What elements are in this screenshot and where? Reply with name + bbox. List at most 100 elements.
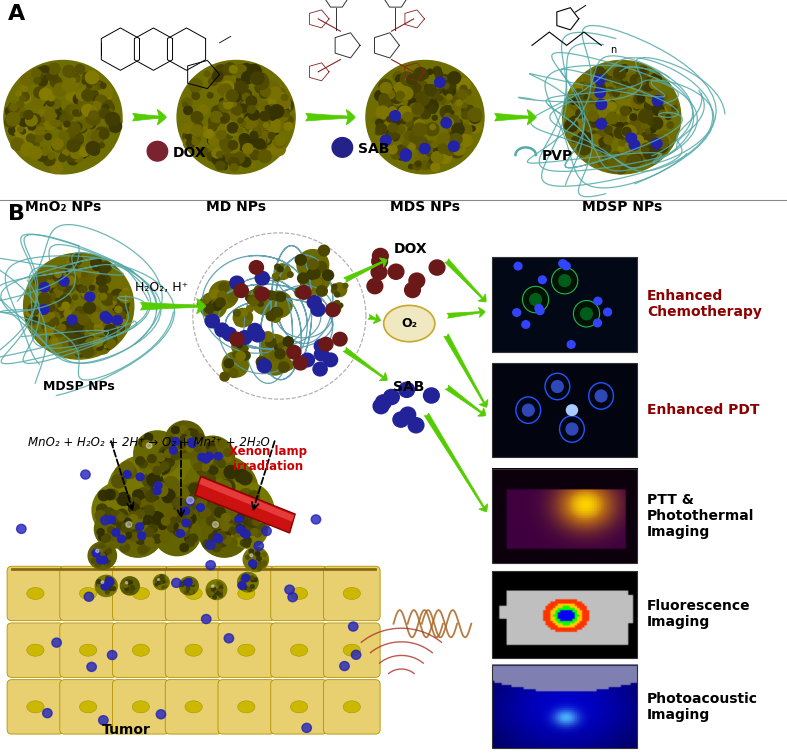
- Circle shape: [193, 491, 204, 501]
- Circle shape: [248, 519, 255, 526]
- Circle shape: [216, 74, 223, 81]
- Circle shape: [41, 298, 50, 305]
- Circle shape: [654, 98, 662, 105]
- Circle shape: [571, 137, 578, 143]
- Circle shape: [332, 284, 337, 289]
- Circle shape: [567, 405, 578, 416]
- Circle shape: [162, 577, 164, 580]
- Circle shape: [406, 121, 412, 127]
- Circle shape: [334, 301, 339, 305]
- Circle shape: [260, 111, 270, 121]
- Circle shape: [131, 587, 135, 590]
- Circle shape: [615, 75, 625, 84]
- Circle shape: [108, 516, 116, 524]
- Circle shape: [220, 479, 234, 492]
- Circle shape: [54, 145, 62, 152]
- Circle shape: [242, 531, 250, 538]
- Circle shape: [232, 506, 246, 519]
- Circle shape: [230, 276, 244, 290]
- Circle shape: [215, 481, 229, 494]
- Circle shape: [257, 359, 272, 373]
- Circle shape: [242, 583, 246, 587]
- Circle shape: [656, 94, 668, 105]
- Circle shape: [93, 98, 105, 109]
- Circle shape: [47, 293, 54, 301]
- Circle shape: [591, 119, 596, 123]
- Circle shape: [209, 123, 217, 132]
- Circle shape: [177, 515, 186, 522]
- FancyBboxPatch shape: [60, 623, 116, 677]
- Circle shape: [434, 89, 447, 101]
- Circle shape: [113, 315, 122, 325]
- Circle shape: [29, 304, 36, 311]
- Circle shape: [618, 122, 630, 133]
- Circle shape: [42, 152, 47, 157]
- Circle shape: [161, 517, 170, 525]
- Circle shape: [201, 149, 210, 157]
- Circle shape: [84, 283, 94, 293]
- Circle shape: [89, 84, 94, 90]
- Circle shape: [229, 369, 238, 377]
- Circle shape: [417, 82, 423, 87]
- Circle shape: [154, 482, 162, 489]
- Circle shape: [249, 520, 257, 527]
- Circle shape: [267, 113, 277, 124]
- Circle shape: [242, 71, 254, 84]
- Circle shape: [154, 459, 171, 475]
- Circle shape: [111, 290, 124, 302]
- FancyBboxPatch shape: [218, 566, 275, 621]
- Circle shape: [401, 149, 412, 160]
- Circle shape: [89, 111, 98, 119]
- Circle shape: [573, 89, 584, 99]
- Circle shape: [50, 99, 61, 109]
- Circle shape: [79, 96, 91, 107]
- Circle shape: [245, 575, 249, 579]
- Circle shape: [648, 93, 662, 106]
- Circle shape: [419, 123, 427, 131]
- Circle shape: [102, 547, 108, 552]
- Circle shape: [248, 149, 257, 158]
- Circle shape: [425, 85, 437, 96]
- Circle shape: [64, 310, 72, 318]
- Circle shape: [50, 293, 56, 299]
- Circle shape: [207, 589, 210, 593]
- Circle shape: [652, 148, 661, 157]
- Circle shape: [314, 339, 328, 353]
- Circle shape: [297, 286, 311, 299]
- FancyBboxPatch shape: [271, 566, 327, 621]
- Circle shape: [96, 343, 103, 351]
- Circle shape: [24, 110, 33, 119]
- Circle shape: [641, 78, 655, 91]
- Circle shape: [323, 353, 338, 367]
- Circle shape: [105, 299, 115, 308]
- Circle shape: [42, 70, 47, 74]
- Circle shape: [247, 64, 261, 78]
- Circle shape: [406, 89, 419, 102]
- Circle shape: [585, 79, 591, 85]
- Circle shape: [72, 110, 79, 116]
- Circle shape: [139, 511, 150, 522]
- Circle shape: [198, 105, 208, 115]
- Circle shape: [281, 99, 286, 104]
- Circle shape: [182, 507, 190, 515]
- Circle shape: [27, 309, 35, 318]
- Circle shape: [388, 125, 397, 133]
- Circle shape: [433, 67, 442, 75]
- Circle shape: [42, 66, 49, 73]
- Circle shape: [197, 460, 213, 476]
- Circle shape: [94, 337, 103, 346]
- Circle shape: [429, 159, 434, 163]
- Circle shape: [392, 118, 401, 126]
- Circle shape: [90, 262, 99, 271]
- Circle shape: [153, 487, 161, 494]
- Circle shape: [218, 530, 227, 539]
- Circle shape: [382, 129, 394, 140]
- Circle shape: [224, 449, 231, 457]
- Circle shape: [211, 488, 222, 498]
- Circle shape: [159, 446, 176, 462]
- Circle shape: [666, 104, 674, 113]
- Circle shape: [94, 510, 134, 548]
- Circle shape: [266, 339, 284, 357]
- Polygon shape: [195, 476, 295, 533]
- Circle shape: [640, 122, 648, 129]
